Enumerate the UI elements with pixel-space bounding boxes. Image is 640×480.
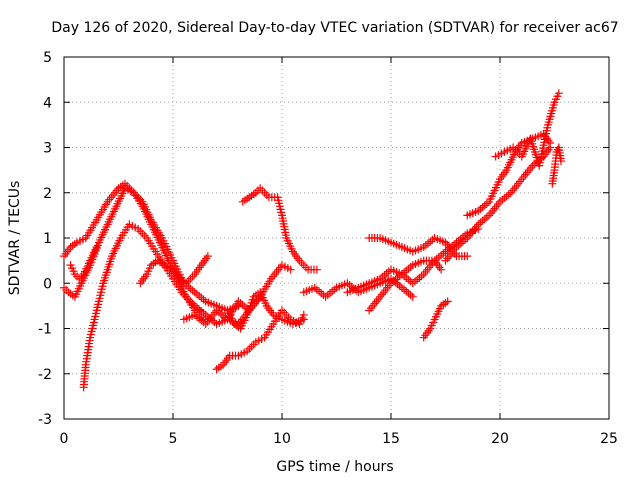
data-point [380, 271, 389, 280]
data-point [402, 287, 411, 296]
data-point [216, 310, 225, 319]
data-point [382, 269, 391, 278]
data-point [428, 235, 437, 244]
data-point [480, 201, 489, 210]
data-point [482, 199, 491, 208]
data-point [478, 216, 487, 225]
series-sat-q [491, 89, 563, 170]
y-tick-label: 0 [43, 276, 52, 292]
x-axis-label: GPS time / hours [276, 459, 393, 475]
series-sat-o [441, 143, 555, 265]
series-sat-k [365, 256, 446, 315]
data-point [410, 277, 419, 286]
x-tick-label: 10 [273, 431, 291, 447]
data-point [424, 239, 433, 248]
data-point [413, 275, 422, 284]
data-point [325, 289, 334, 298]
series-sat-f [238, 184, 321, 274]
data-point [186, 284, 195, 293]
data-point [482, 213, 491, 222]
data-point [402, 273, 411, 282]
data-point [312, 265, 321, 274]
y-tick-labels: -3 -2 -1 0 1 2 3 4 5 [38, 50, 52, 428]
x-tick-label: 25 [600, 431, 618, 447]
data-point [498, 195, 507, 204]
y-tick-label: -1 [38, 322, 52, 338]
data-point [312, 285, 321, 294]
y-tick-label: -3 [38, 412, 52, 428]
data-point [317, 289, 326, 298]
series-sat-n [343, 224, 483, 297]
data-point [546, 138, 555, 147]
data-point [400, 285, 409, 294]
y-tick-label: 4 [43, 95, 52, 111]
data-point [92, 243, 101, 252]
data-point [554, 89, 563, 98]
x-tick-label: 15 [382, 431, 400, 447]
data-point [315, 287, 324, 296]
data-point [437, 265, 446, 274]
data-point [426, 237, 435, 246]
y-tick-label: 1 [43, 231, 52, 247]
chart-title: Day 126 of 2020, Sidereal Day-to-day VTE… [51, 20, 618, 36]
x-tick-label: 5 [169, 431, 178, 447]
data-point [504, 190, 513, 199]
data-point [408, 292, 417, 301]
data-point [321, 292, 330, 301]
data-point [238, 300, 247, 309]
data-point [195, 314, 204, 323]
series-sat-a [60, 179, 243, 315]
data-point [463, 252, 472, 261]
data-point [286, 265, 295, 274]
data-point [406, 291, 415, 300]
data-point [402, 266, 411, 275]
data-point [203, 252, 212, 261]
data-point [500, 194, 509, 203]
x-tick-labels: 0 5 10 15 20 25 [60, 431, 618, 447]
y-tick-label: 3 [43, 141, 52, 157]
data-point [404, 264, 413, 273]
series-sat-e [66, 243, 101, 283]
series-sat-m [419, 297, 452, 342]
y-tick-label: 2 [43, 186, 52, 202]
data-point [432, 254, 441, 263]
data-point [404, 289, 413, 298]
data-point [476, 218, 485, 227]
data-point [299, 315, 308, 324]
series-sat-d [136, 252, 212, 288]
grid [64, 57, 609, 419]
data-point [408, 279, 417, 288]
y-axis-label: SDTVAR / TECUs [7, 181, 23, 296]
series-sat-r [548, 143, 566, 188]
data-point [384, 267, 393, 276]
data-point [417, 272, 426, 281]
data-point [192, 290, 201, 299]
data-point [404, 275, 413, 284]
data-marks [60, 89, 566, 392]
data-point [323, 291, 332, 300]
data-point [190, 288, 199, 297]
data-point [256, 292, 265, 301]
data-point [502, 192, 511, 201]
data-point [188, 286, 197, 295]
data-point [397, 283, 406, 292]
x-tick-label: 20 [491, 431, 509, 447]
data-point [195, 291, 204, 300]
data-point [328, 287, 337, 296]
x-tick-label: 0 [60, 431, 69, 447]
data-point [197, 293, 206, 302]
axis-ticks [63, 56, 610, 420]
data-point [557, 157, 566, 166]
series-sat-s [179, 292, 265, 328]
data-point [480, 214, 489, 223]
data-point [478, 203, 487, 212]
data-point [443, 297, 452, 306]
series-sat-p [463, 129, 555, 220]
data-point [415, 273, 424, 282]
series-sat-b [60, 184, 208, 324]
y-tick-label: -2 [38, 367, 52, 383]
series-sat-c [79, 220, 204, 392]
y-tick-label: 5 [43, 50, 52, 66]
